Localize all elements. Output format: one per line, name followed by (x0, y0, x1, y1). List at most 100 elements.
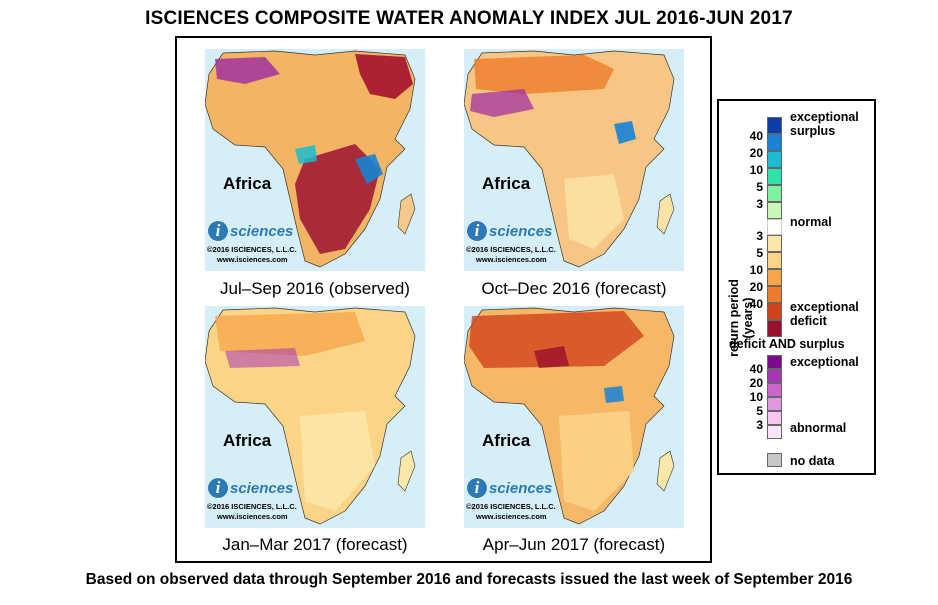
isciences-logo: i sciences (466, 220, 552, 242)
isciences-logo: i sciences (207, 477, 293, 499)
surplus-zone (604, 386, 624, 403)
isciences-logo: i sciences (207, 220, 293, 242)
website-link[interactable]: www.isciences.com (476, 254, 547, 264)
legend-deficit-swatch (767, 320, 782, 337)
maps-frame: Africa i sciences ©2016 ISCIENCES, L.L.C… (175, 36, 712, 563)
copyright: ©2016 ISCIENCES, L.L.C. www.isciences.co… (466, 502, 556, 521)
legend-surplus-number: 3 (756, 197, 763, 211)
copyright-text: ©2016 ISCIENCES, L.L.C. (207, 502, 297, 511)
legend-surplus-swatch (767, 185, 782, 202)
panel-caption: Oct–Dec 2016 (forecast) (481, 279, 667, 298)
legend-both-heading: deficit AND surplus (729, 337, 845, 351)
map-panel-apr-jun-2017: Africa i sciences ©2016 ISCIENCES, L.L.C… (464, 306, 684, 528)
legend-deficit-swatch (767, 235, 782, 252)
legend-both-swatch (767, 369, 782, 383)
legend: return period (years) exceptional surplu… (717, 99, 876, 475)
legend-deficit-swatch (767, 252, 782, 269)
surplus-zone (295, 145, 317, 164)
isciences-logo-text: sciences (489, 222, 553, 240)
mixed-zone (225, 348, 300, 368)
copyright: ©2016 ISCIENCES, L.L.C. www.isciences.co… (207, 502, 297, 521)
legend-deficit-number: 40 (749, 297, 763, 311)
footer-note: Based on observed data through September… (85, 571, 853, 588)
mixed-zone (470, 89, 534, 117)
legend-deficit-number: 3 (756, 229, 763, 243)
map-panel-oct-dec-2016: Africa i sciences ©2016 ISCIENCES, L.L.C… (464, 49, 684, 271)
legend-both-abnormal: abnormal (790, 421, 847, 435)
normal-zone (300, 411, 375, 511)
legend-surplus-swatch (767, 151, 782, 168)
legend-both-number: 5 (756, 404, 763, 418)
legend-both-swatch (767, 397, 782, 411)
madagascar (397, 193, 416, 235)
isciences-logo-mark: i (466, 220, 488, 242)
panel-caption: Jul–Sep 2016 (observed) (220, 279, 410, 298)
legend-no-data: no data (790, 454, 835, 468)
isciences-logo-mark: i (207, 220, 229, 242)
legend-deficit-number: 10 (749, 263, 763, 277)
legend-deficit-number: 5 (756, 246, 763, 260)
website-link[interactable]: www.isciences.com (217, 511, 288, 521)
legend-deficit-swatch (767, 286, 782, 303)
africa-map-jan-mar (205, 307, 416, 525)
panel-caption: Apr–Jun 2017 (forecast) (482, 535, 666, 554)
isciences-logo-text: sciences (489, 479, 553, 497)
legend-surplus-swatch (767, 202, 782, 219)
region-label: Africa (223, 174, 272, 193)
copyright-text: ©2016 ISCIENCES, L.L.C. (207, 245, 297, 254)
legend-both-exceptional: exceptional (790, 355, 859, 369)
legend-exceptional-surplus: exceptional surplus (790, 110, 859, 138)
copyright-text: ©2016 ISCIENCES, L.L.C. (466, 245, 556, 254)
deficit-zone (295, 144, 380, 254)
legend-surplus-swatch (767, 117, 782, 134)
legend-surplus-number: 10 (749, 163, 763, 177)
legend-both-number: 40 (749, 362, 763, 376)
legend-surplus-swatch (767, 168, 782, 185)
africa-map-oct-dec (464, 50, 675, 268)
mixed-zone (215, 57, 280, 84)
legend-both-swatch (767, 425, 782, 439)
legend-surplus-number: 40 (749, 129, 763, 143)
website-link[interactable]: www.isciences.com (476, 511, 547, 521)
legend-both-swatch (767, 383, 782, 397)
legend-both-number: 20 (749, 376, 763, 390)
deficit-zone (469, 311, 644, 368)
region-label: Africa (482, 174, 531, 193)
legend-surplus-swatch (767, 134, 782, 151)
isciences-logo-mark: i (207, 477, 229, 499)
panel-caption: Jan–Mar 2017 (forecast) (222, 535, 408, 554)
legend-both-swatch (767, 355, 782, 369)
legend-both-swatch (767, 411, 782, 425)
copyright-text: ©2016 ISCIENCES, L.L.C. (466, 502, 556, 511)
website-link[interactable]: www.isciences.com (217, 254, 288, 264)
surplus-zone (355, 154, 383, 184)
madagascar (397, 450, 416, 492)
legend-both-number: 3 (756, 418, 763, 432)
legend-nodata-swatch (767, 453, 782, 467)
deficit-zone (474, 55, 614, 94)
legend-normal: normal (790, 215, 832, 229)
normal-zone (564, 174, 624, 249)
deficit-zone (215, 312, 365, 356)
isciences-logo: i sciences (466, 477, 552, 499)
madagascar (656, 450, 675, 492)
deficit-zone (355, 54, 413, 99)
legend-both-number: 10 (749, 390, 763, 404)
legend-exceptional-deficit: exceptional deficit (790, 300, 859, 328)
deficit-zone (534, 346, 569, 368)
map-panel-jan-mar-2017: Africa i sciences ©2016 ISCIENCES, L.L.C… (205, 306, 425, 528)
isciences-logo-text: sciences (230, 222, 294, 240)
isciences-logo-text: sciences (230, 479, 294, 497)
map-panel-jul-sep-2016: Africa i sciences ©2016 ISCIENCES, L.L.C… (205, 49, 425, 271)
region-label: Africa (482, 431, 531, 450)
legend-normal-swatch (767, 219, 782, 235)
surplus-zone (614, 121, 636, 144)
legend-deficit-swatch (767, 269, 782, 286)
copyright: ©2016 ISCIENCES, L.L.C. www.isciences.co… (207, 245, 297, 264)
legend-surplus-number: 20 (749, 146, 763, 160)
isciences-logo-mark: i (466, 477, 488, 499)
region-label: Africa (223, 431, 272, 450)
page-title: ISCIENCES COMPOSITE WATER ANOMALY INDEX … (145, 8, 793, 29)
legend-deficit-swatch (767, 303, 782, 320)
legend-deficit-number: 20 (749, 280, 763, 294)
